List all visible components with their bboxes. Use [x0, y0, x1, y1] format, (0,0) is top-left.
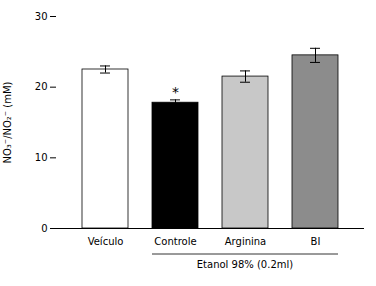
- svg-text:Controle: Controle: [154, 236, 196, 247]
- svg-text:10: 10: [35, 152, 48, 163]
- svg-text:Veículo: Veículo: [88, 236, 124, 247]
- svg-text:*: *: [172, 84, 179, 100]
- svg-text:20: 20: [35, 81, 48, 92]
- svg-text:BI: BI: [311, 236, 321, 247]
- svg-text:NO₃⁻/NO₂⁻ (mM): NO₃⁻/NO₂⁻ (mM): [2, 81, 13, 163]
- svg-text:0: 0: [41, 223, 47, 234]
- svg-text:Arginina: Arginina: [225, 236, 266, 247]
- svg-text:30: 30: [35, 11, 48, 22]
- svg-text:Etanol 98% (0.2ml): Etanol 98% (0.2ml): [197, 259, 294, 270]
